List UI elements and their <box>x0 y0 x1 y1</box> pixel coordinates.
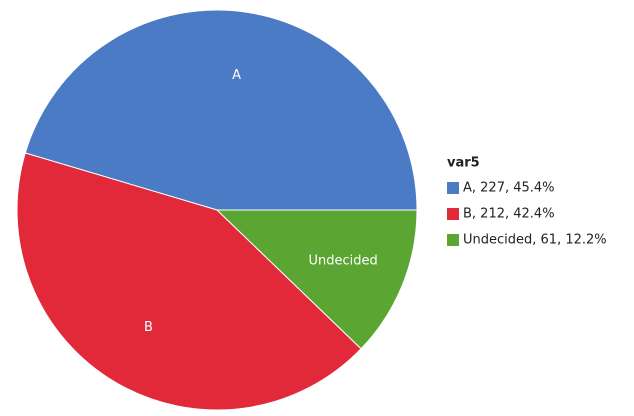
pie-slice <box>24 9 418 211</box>
legend-label: Undecided, 61, 12.2% <box>463 233 607 248</box>
legend-swatch <box>447 182 459 194</box>
slice-label: A <box>232 68 241 83</box>
legend-swatch <box>447 234 459 246</box>
slice-label: B <box>144 320 153 335</box>
legend-title: var5 <box>447 156 480 171</box>
legend-swatch <box>447 208 459 220</box>
legend-label: A, 227, 45.4% <box>463 181 555 196</box>
pie-slice <box>215 209 418 350</box>
legend-label: B, 212, 42.4% <box>463 207 555 222</box>
slice-label: Undecided <box>308 253 377 268</box>
pie-slice <box>16 152 362 411</box>
